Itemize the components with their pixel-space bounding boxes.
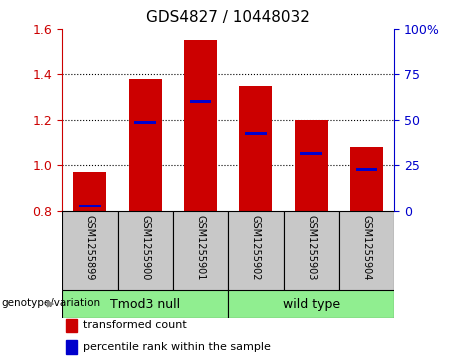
Bar xyxy=(228,290,394,318)
Bar xyxy=(129,79,162,211)
Bar xyxy=(190,100,211,103)
Bar xyxy=(301,152,322,155)
Bar xyxy=(356,168,377,171)
Bar xyxy=(79,204,100,208)
Bar xyxy=(239,86,272,211)
Text: GSM1255903: GSM1255903 xyxy=(306,215,316,280)
Text: Tmod3 null: Tmod3 null xyxy=(110,298,180,310)
Bar xyxy=(284,211,339,290)
Bar xyxy=(62,290,228,318)
Bar xyxy=(228,211,284,290)
Bar xyxy=(184,40,217,211)
Bar xyxy=(65,319,77,332)
Text: transformed count: transformed count xyxy=(83,321,187,330)
Bar xyxy=(62,211,118,290)
Text: percentile rank within the sample: percentile rank within the sample xyxy=(83,342,271,352)
Bar xyxy=(173,211,228,290)
Text: genotype/variation: genotype/variation xyxy=(1,298,100,308)
Text: GSM1255902: GSM1255902 xyxy=(251,215,261,280)
Text: GSM1255901: GSM1255901 xyxy=(195,215,206,280)
Text: wild type: wild type xyxy=(283,298,340,310)
Text: GSM1255900: GSM1255900 xyxy=(140,215,150,280)
Bar xyxy=(339,211,394,290)
Text: GSM1255904: GSM1255904 xyxy=(361,215,372,280)
Bar xyxy=(65,340,77,354)
Text: GSM1255899: GSM1255899 xyxy=(85,215,95,280)
Bar xyxy=(73,172,106,211)
Bar xyxy=(350,147,383,211)
Title: GDS4827 / 10448032: GDS4827 / 10448032 xyxy=(146,10,310,25)
Bar xyxy=(295,120,328,211)
Bar xyxy=(118,211,173,290)
Bar xyxy=(135,121,156,123)
Bar xyxy=(245,132,266,135)
